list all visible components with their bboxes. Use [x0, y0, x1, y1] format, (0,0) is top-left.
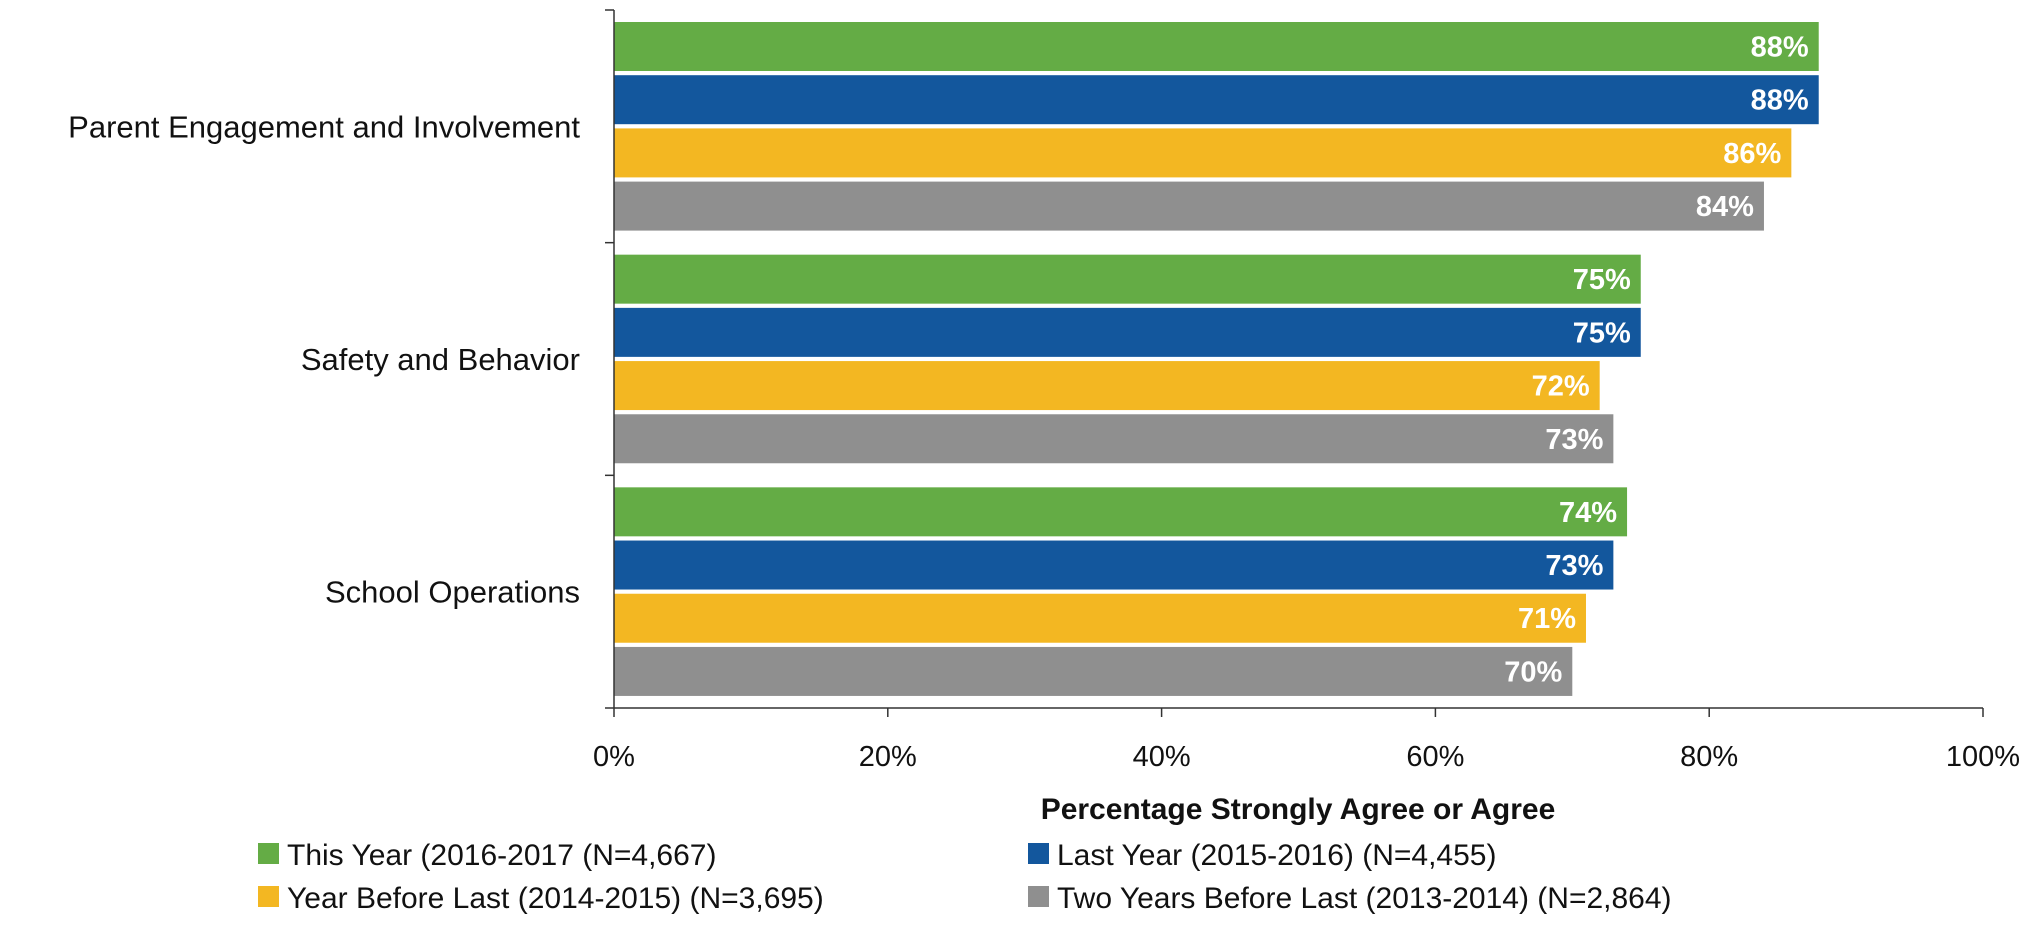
- value-label-2-4: 73%: [1545, 424, 1603, 456]
- x-tick-label-2: 20%: [859, 741, 917, 773]
- value-label-1-2: 88%: [1751, 85, 1809, 117]
- value-label-2-3: 72%: [1532, 371, 1590, 403]
- bar-3-3: [614, 593, 1586, 643]
- bar-2-1: [614, 254, 1641, 304]
- legend-swatch-4: [1028, 886, 1049, 907]
- value-label-3-3: 71%: [1518, 603, 1576, 635]
- bar-2-2: [614, 307, 1641, 357]
- legend: This Year (2016-2017 (N=4,667) Last Year …: [258, 839, 1672, 915]
- value-label-2-2: 75%: [1573, 317, 1631, 349]
- legend-swatch-1: [258, 843, 279, 864]
- value-label-2-1: 75%: [1573, 264, 1631, 296]
- x-axis-title: Percentage Strongly Agree or Agree: [1041, 793, 1556, 826]
- bar-1-1: [614, 22, 1819, 71]
- category-label-3: School Operations: [325, 575, 580, 610]
- category-label-2: Safety and Behavior: [301, 342, 580, 377]
- value-label-3-1: 74%: [1559, 497, 1617, 529]
- bar-1-2: [614, 75, 1819, 125]
- x-tick-label-3: 40%: [1133, 741, 1191, 773]
- bars-layer: [614, 22, 1819, 696]
- bar-2-4: [614, 414, 1614, 464]
- axes-layer: 0% 20% 40% 60% 80% 100%: [593, 9, 2020, 773]
- bar-2-3: [614, 361, 1600, 411]
- x-tick-label-5: 80%: [1680, 741, 1738, 773]
- legend-label-4: Two Years Before Last (2013-2014) (N=2,8…: [1057, 882, 1672, 915]
- bar-1-4: [614, 181, 1764, 231]
- bar-3-1: [614, 487, 1628, 537]
- value-label-1-1: 88%: [1751, 32, 1809, 64]
- x-tick-label-6: 100%: [1946, 741, 2020, 773]
- value-label-1-4: 84%: [1696, 191, 1754, 223]
- value-label-3-4: 70%: [1504, 656, 1562, 688]
- bar-1-3: [614, 128, 1792, 178]
- bar-3-2: [614, 540, 1614, 590]
- category-label-1: Parent Engagement and Involvement: [68, 109, 580, 144]
- legend-label-3: Year Before Last (2014-2015) (N=3,695): [287, 882, 824, 915]
- legend-swatch-3: [258, 886, 279, 907]
- bar-3-4: [614, 646, 1573, 696]
- legend-swatch-2: [1028, 843, 1049, 864]
- value-label-1-3: 86%: [1723, 138, 1781, 170]
- legend-label-2: Last Year (2015-2016) (N=4,455): [1057, 839, 1496, 872]
- value-label-3-2: 73%: [1545, 550, 1603, 582]
- x-tick-label-4: 60%: [1406, 741, 1464, 773]
- labels-layer: 88% 88% 86% 84% Parent Engagement and Involv…: [68, 32, 1809, 689]
- legend-label-1: This Year (2016-2017 (N=4,667): [287, 839, 716, 872]
- x-tick-label-1: 0%: [593, 741, 635, 773]
